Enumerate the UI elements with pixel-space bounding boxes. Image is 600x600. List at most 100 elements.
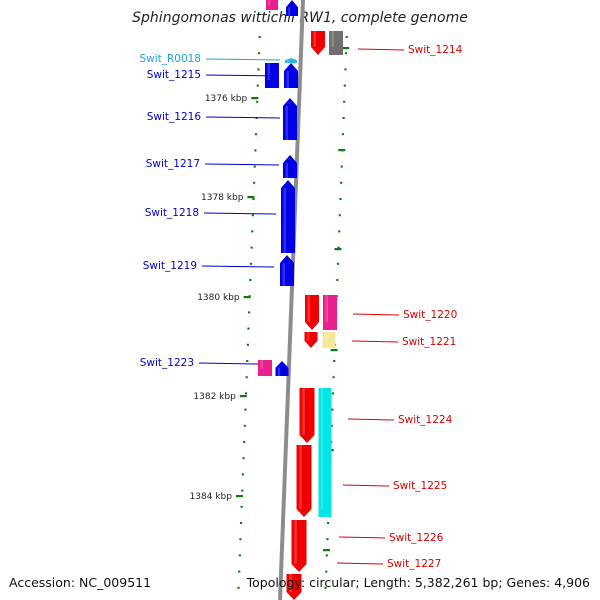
gene-label: Swit_1216	[147, 111, 202, 123]
gene-swit-1216-shade	[285, 106, 289, 140]
label-leader-line	[352, 313, 400, 316]
ruler-label: 1376 kbp	[205, 94, 248, 104]
ruler-tick-left	[241, 489, 244, 492]
gene-swit-1223	[275, 361, 289, 376]
gene-swit-1224-shade	[302, 388, 305, 435]
gene-swit-1221	[304, 332, 318, 348]
ruler-tick-left	[257, 68, 260, 71]
gene-swit-1225	[296, 445, 312, 517]
gene-swit-1225-shade	[299, 445, 302, 509]
ruler-tick-right	[345, 36, 348, 38]
gene-swit-1227-shade	[289, 574, 292, 592]
gene-label: Swit_1227	[387, 558, 441, 570]
ruler-tick-left	[238, 554, 241, 557]
gene-label: Swit_1220	[403, 309, 457, 321]
ruler-tick-right	[339, 198, 342, 200]
ruler-major-tick	[247, 196, 255, 199]
gene-swit-1219-shade	[282, 263, 286, 286]
gene-swit-1223-shade	[277, 367, 281, 376]
ruler-tick-left	[241, 473, 245, 476]
ruler-tick-left	[242, 457, 245, 460]
gene-label: Swit_1223	[140, 357, 194, 369]
ruler-tick-right	[336, 262, 340, 265]
gene-swit-1215b-shade	[286, 71, 290, 88]
ruler-tick-left	[249, 262, 253, 265]
ruler-tick-left	[238, 570, 241, 573]
gene-label: Swit_1219	[143, 260, 197, 272]
ruler-tick-left	[248, 311, 251, 314]
ruler-major-tick-right	[342, 47, 350, 50]
ruler-tick-right	[332, 376, 335, 379]
ruler-tick-left	[251, 214, 254, 217]
gene-swit-1227	[286, 574, 302, 600]
ruler-tick-left	[240, 505, 243, 508]
ruler-tick-right	[337, 246, 340, 249]
genome-summary-text: Topology: circular; Length: 5,382,261 bp…	[246, 575, 590, 590]
ruler-label: 1380 kbp	[197, 293, 240, 303]
gene-swit-1217	[283, 155, 297, 178]
gene-label: Swit_1218	[145, 207, 199, 219]
ruler-tick-left	[249, 279, 252, 281]
label-leader-line	[205, 116, 281, 119]
gene-label: Swit_1225	[393, 480, 447, 492]
ruler-tick-right	[336, 279, 339, 281]
ruler-tick-right	[338, 214, 341, 217]
ruler-tick-left	[246, 343, 249, 346]
gene-swit-1223-magenta	[258, 360, 272, 376]
ruler-tick-left	[239, 522, 243, 524]
label-leader-line	[198, 362, 259, 365]
ruler-tick-left	[243, 441, 246, 443]
label-leader-line	[347, 418, 395, 421]
ruler-major-tick	[239, 395, 247, 398]
gene-label: Swit_R0018	[139, 53, 201, 65]
ruler-tick-right	[325, 554, 328, 557]
gene-swit-1219	[280, 255, 294, 286]
gene-swit-1218	[281, 180, 295, 253]
ruler-tick-left	[247, 327, 250, 330]
ruler-major-tick	[235, 495, 243, 498]
label-leader-line	[204, 163, 280, 166]
gene-label: Swit_1217	[146, 158, 200, 170]
label-leader-line	[351, 340, 399, 343]
accession-text: Accession: NC_009511	[9, 575, 152, 590]
ruler-tick-left	[246, 360, 249, 362]
label-leader-line	[205, 74, 279, 77]
ruler-tick-left	[244, 408, 247, 411]
gene-swit-1225-cyan	[318, 388, 332, 517]
ruler-tick-right	[326, 522, 330, 524]
ruler-tick-right	[339, 181, 343, 184]
ruler-tick-left	[252, 181, 256, 184]
ruler-tick-left	[243, 424, 246, 427]
gene-swit-1218-shade	[283, 188, 287, 253]
genome-title: Sphingomonas wittichii RW1, complete gen…	[132, 10, 468, 26]
gene-swit-r0018	[285, 58, 297, 63]
ruler-tick-right	[343, 100, 346, 103]
gene-swit-r0018-shade	[287, 60, 290, 63]
ruler-tick-left	[239, 538, 242, 541]
gene-label: Swit_1215	[147, 69, 201, 81]
ruler-major-tick-right	[338, 149, 346, 152]
ruler-major-tick-right	[334, 248, 342, 251]
ruler-tick-left	[245, 376, 248, 379]
label-leader-line	[205, 58, 281, 61]
ruler-tick-left	[254, 149, 257, 152]
gene-top-magenta	[266, 0, 278, 10]
ruler-tick-left	[258, 36, 261, 38]
label-leader-line	[336, 562, 384, 565]
gene-swit-1221-shade	[306, 332, 310, 341]
ruler-tick-right	[331, 408, 334, 411]
ruler-tick-right	[344, 52, 348, 55]
label-leader-line	[342, 484, 390, 487]
ruler-tick-left	[254, 133, 258, 136]
ruler-tick-left	[251, 230, 254, 233]
gene-swit-1214-gray-shade	[331, 31, 335, 47]
gene-top-magenta-shade	[268, 0, 271, 6]
ruler-major-tick	[243, 296, 251, 299]
gene-swit-1215b	[284, 63, 298, 88]
gene-swit-1221-yellow-shade	[324, 332, 328, 341]
ruler-tick-right	[340, 165, 343, 168]
gene-top-forward-shade	[288, 7, 291, 16]
gene-label: Swit_1214	[408, 44, 463, 56]
ruler-tick-right	[324, 586, 327, 589]
gene-swit-1216	[283, 98, 297, 140]
